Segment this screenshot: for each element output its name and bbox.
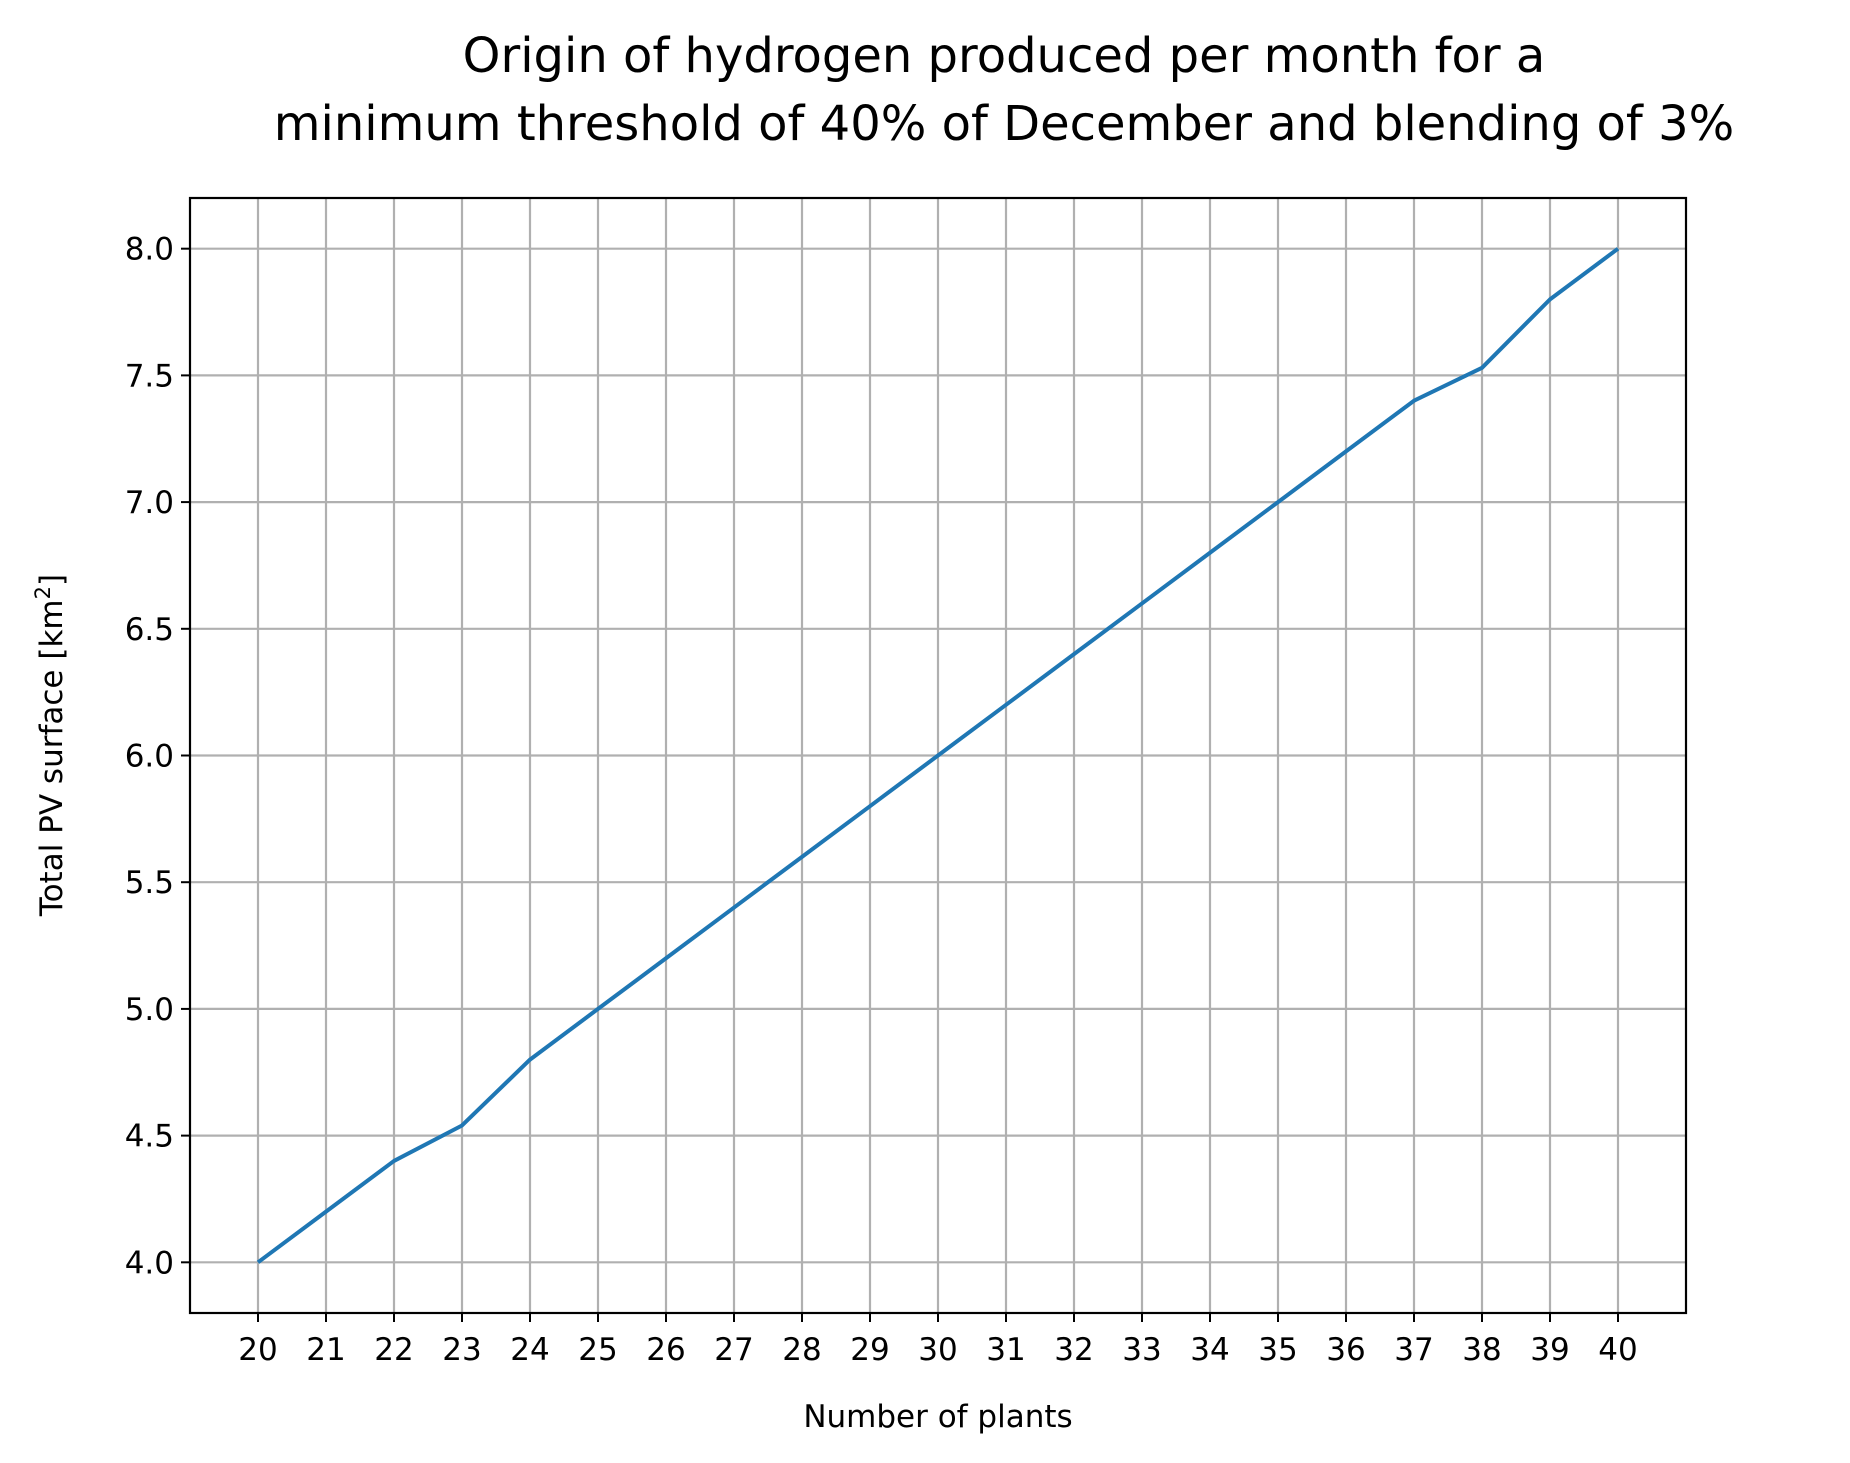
series (256, 247, 1620, 1264)
x-tick-label: 34 (1190, 1332, 1229, 1368)
y-tick-label: 4.0 (125, 1245, 174, 1281)
y-axis-label: Total PV surface [km2] (31, 574, 70, 917)
y-axis-label-main: Total PV surface [km (34, 599, 70, 917)
x-tick-label: 26 (646, 1332, 685, 1368)
x-tick-label: 36 (1326, 1332, 1365, 1368)
y-tick-label: 8.0 (125, 232, 174, 268)
x-tick-label: 28 (782, 1332, 821, 1368)
x-tick-label: 20 (238, 1332, 277, 1368)
x-tick-label: 29 (850, 1332, 889, 1368)
y-tick-label: 7.5 (125, 358, 174, 394)
series-line-0 (256, 247, 1620, 1264)
x-tick-label: 23 (442, 1332, 481, 1368)
x-tick-label: 32 (1054, 1332, 1093, 1368)
y-tick-label: 7.0 (125, 485, 174, 521)
grid (190, 198, 1686, 1313)
x-tick-label: 25 (578, 1332, 617, 1368)
chart-title-line-2: minimum threshold of 40% of December and… (274, 96, 1734, 152)
x-tick-label: 22 (374, 1332, 413, 1368)
x-axis-label: Number of plants (803, 1399, 1072, 1435)
x-tick-label: 37 (1394, 1332, 1433, 1368)
y-axis-label-end: ] (34, 574, 70, 586)
x-tick-label: 40 (1598, 1332, 1637, 1368)
chart-title-line-1: Origin of hydrogen produced per month fo… (463, 28, 1546, 84)
x-tick-label: 35 (1258, 1332, 1297, 1368)
y-tick-label: 6.5 (125, 612, 174, 648)
x-tick-label: 33 (1122, 1332, 1161, 1368)
x-tick-label: 39 (1530, 1332, 1569, 1368)
axis-ticks: 20 21 22 23 24 25 26 27 28 29 30 31 32 33 34 35 36 37 38 39… (125, 232, 1638, 1368)
x-tick-label: 30 (918, 1332, 957, 1368)
plot-frame (188, 196, 1688, 1315)
x-tick-label: 27 (714, 1332, 753, 1368)
y-tick-label: 4.5 (125, 1119, 174, 1155)
y-axis-label-superscript: 2 (31, 586, 55, 599)
x-tick-label: 38 (1462, 1332, 1501, 1368)
y-tick-label: 5.0 (125, 992, 174, 1028)
x-tick-label: 31 (986, 1332, 1025, 1368)
y-tick-label: 6.0 (125, 739, 174, 775)
x-tick-label: 24 (510, 1332, 549, 1368)
y-tick-label: 5.5 (125, 865, 174, 901)
x-tick-label: 21 (306, 1332, 345, 1368)
